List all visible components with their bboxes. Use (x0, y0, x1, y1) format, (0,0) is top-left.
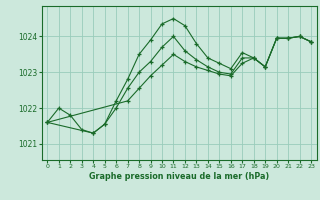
X-axis label: Graphe pression niveau de la mer (hPa): Graphe pression niveau de la mer (hPa) (89, 172, 269, 181)
